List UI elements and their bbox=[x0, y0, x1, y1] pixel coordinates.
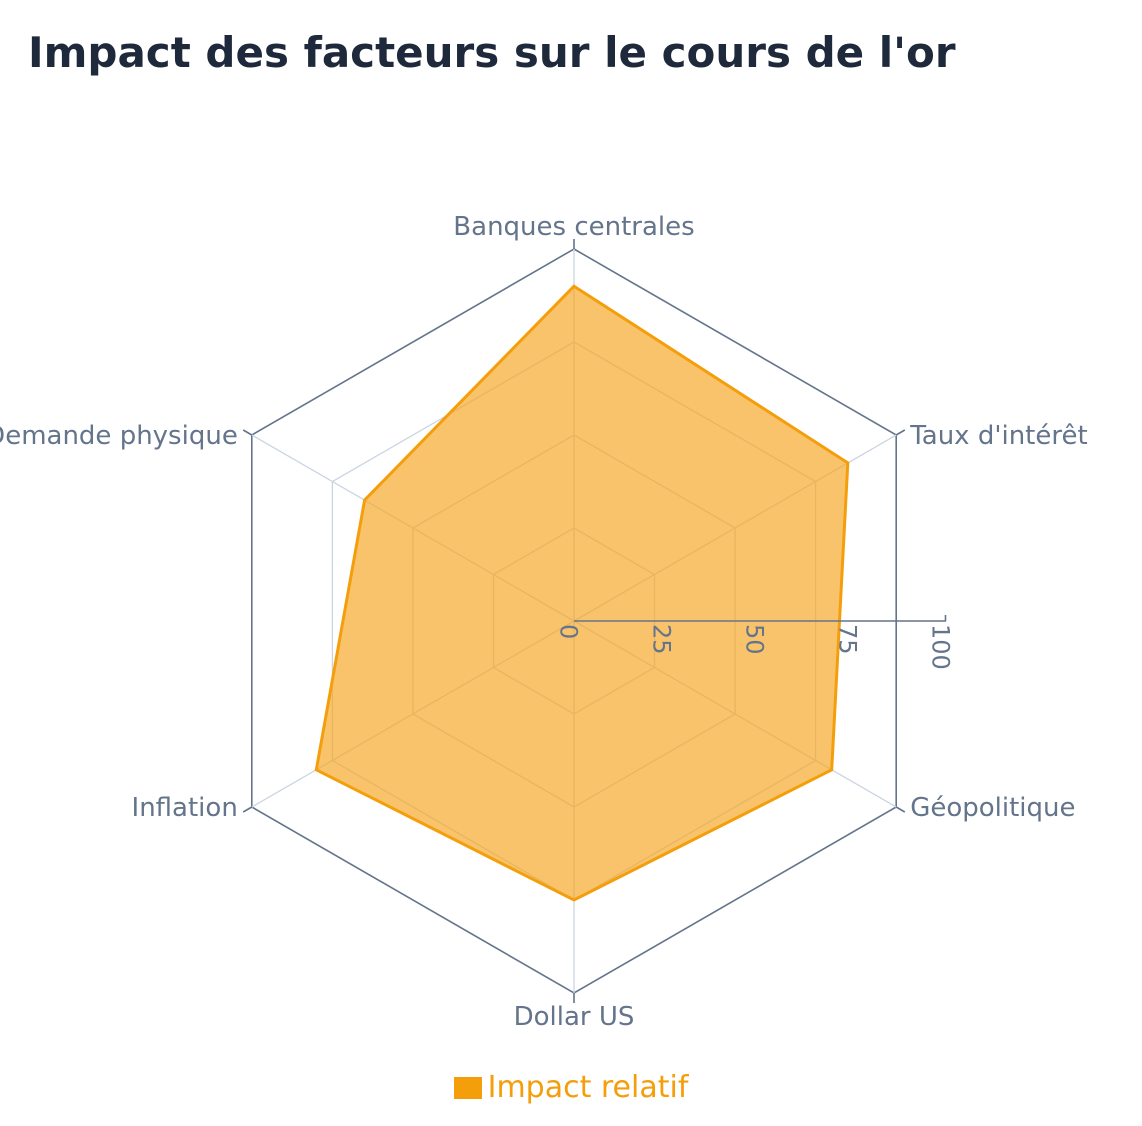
axis-label-2: Taux d'intérêt bbox=[909, 421, 1087, 451]
radar-series bbox=[314, 284, 850, 902]
legend-swatch bbox=[453, 1077, 482, 1099]
tick-label-75: 75 bbox=[833, 624, 861, 655]
tick-label-25: 25 bbox=[647, 624, 675, 655]
axis-label-1: Banques centrales bbox=[453, 212, 694, 242]
spoke-tick-6 bbox=[242, 429, 253, 436]
spoke-tick-2 bbox=[895, 429, 906, 436]
tick-label-100: 100 bbox=[926, 624, 954, 670]
axis-label-5: Inflation bbox=[132, 793, 238, 823]
axis-labels: Banques centrales Taux d'intérêt Géopoliti… bbox=[0, 212, 1088, 1032]
spoke-tick-5 bbox=[242, 806, 253, 813]
legend[interactable]: Impact relatif bbox=[0, 1070, 1142, 1105]
tick-label-50: 50 bbox=[740, 624, 768, 655]
series-area-1[interactable] bbox=[314, 284, 850, 902]
page-title: Impact des facteurs sur le cours de l'or bbox=[28, 28, 956, 77]
legend-label: Impact relatif bbox=[487, 1070, 689, 1105]
axis-label-3: Géopolitique bbox=[910, 793, 1075, 823]
axis-label-6: Demande physique bbox=[0, 421, 238, 451]
tick-label-0: 0 bbox=[554, 624, 582, 639]
radial-scale: 0 25 50 75 100 bbox=[554, 615, 954, 670]
spoke-tick-3 bbox=[895, 806, 906, 813]
axis-label-4: Dollar US bbox=[514, 1002, 635, 1032]
